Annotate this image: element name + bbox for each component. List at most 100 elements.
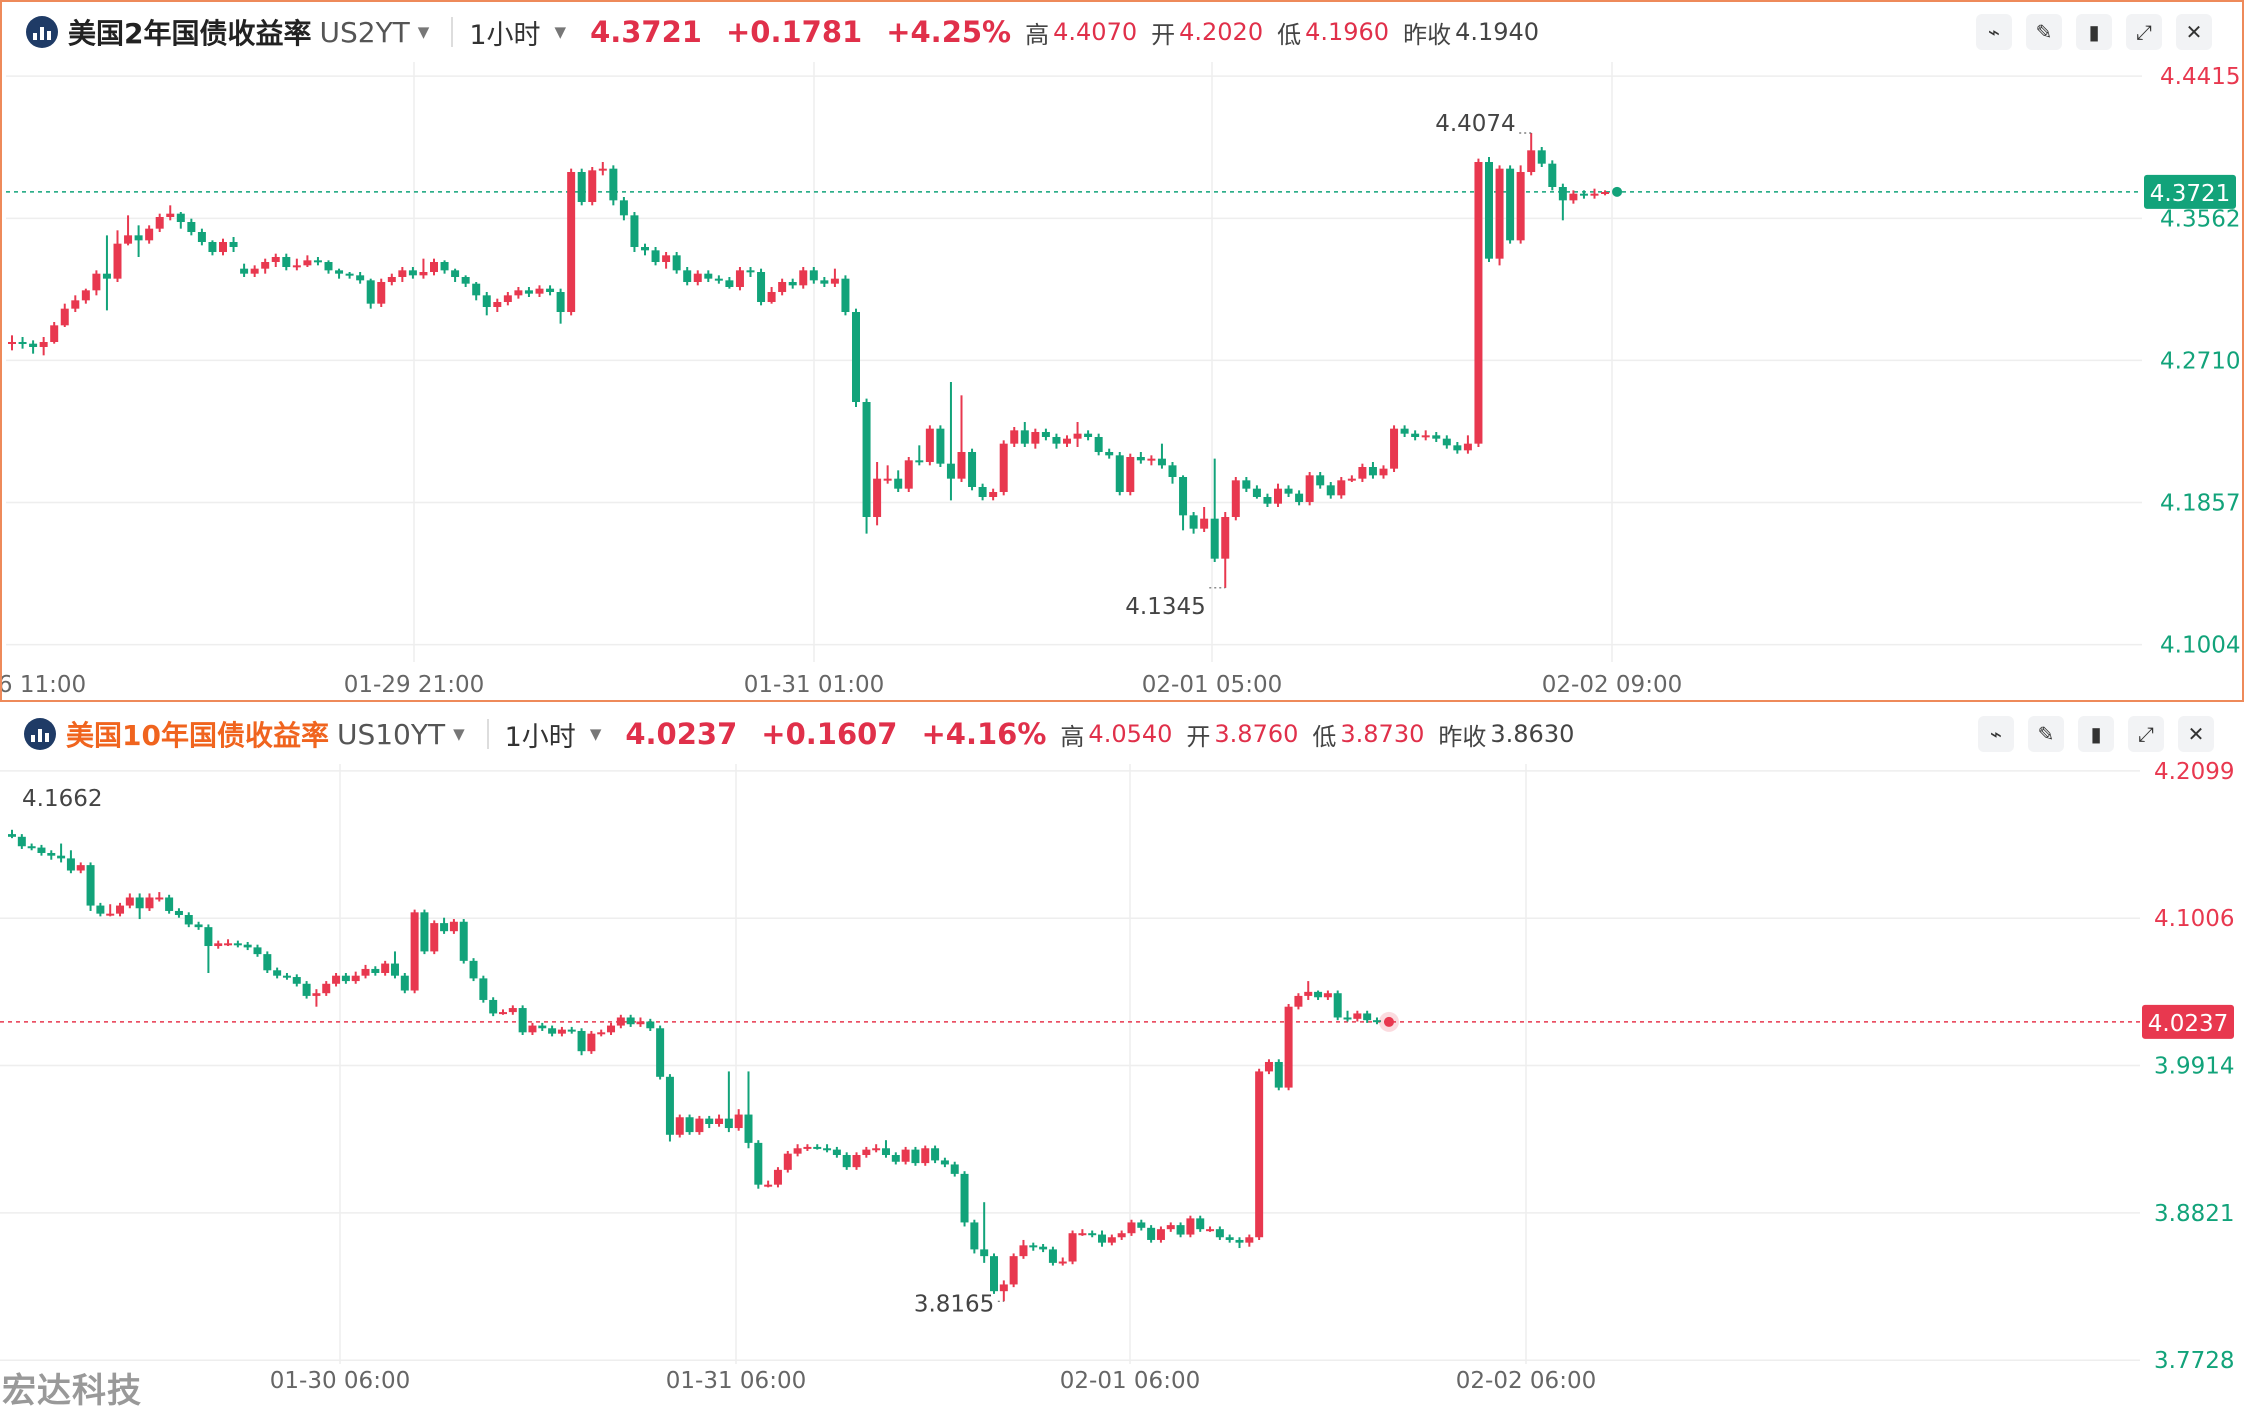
candle-body: [636, 1021, 645, 1025]
candle-body: [1474, 162, 1483, 444]
candle-body: [757, 272, 766, 302]
candle-body: [1463, 443, 1472, 451]
candle-body: [1252, 488, 1261, 497]
close-icon[interactable]: ✕: [2176, 14, 2212, 50]
candle-body: [744, 1114, 753, 1143]
candle-body: [1221, 517, 1230, 559]
candle-body: [92, 273, 101, 291]
expand-icon[interactable]: ⤢: [2126, 14, 2162, 50]
divider: [451, 17, 454, 47]
candle-body: [116, 905, 125, 914]
candle-body: [714, 278, 723, 281]
low-label: 低: [1277, 20, 1302, 49]
x-tick-label: 01-31 06:00: [666, 1368, 806, 1394]
candle-body: [1372, 1020, 1381, 1023]
candle-body: [493, 302, 502, 307]
candle-body: [377, 282, 386, 304]
indicator-icon[interactable]: ⌁: [1976, 14, 2012, 50]
candle-body: [261, 262, 270, 269]
candle-body: [155, 217, 164, 229]
candle-body: [1117, 1233, 1126, 1238]
candle-body: [292, 265, 301, 268]
candle-body: [508, 1008, 517, 1013]
candle-body: [567, 1029, 576, 1032]
candle-body: [1242, 480, 1251, 489]
candle-body: [351, 975, 360, 982]
expand-icon[interactable]: ⤢: [2128, 716, 2164, 752]
candle-body: [1284, 488, 1293, 494]
chevron-down-icon[interactable]: ▼: [417, 23, 430, 41]
candle-body: [302, 983, 311, 996]
candle-body: [989, 492, 998, 497]
y-tick-label: 4.2099: [2154, 759, 2234, 785]
candle-body: [86, 865, 95, 906]
candle-body: [626, 1017, 635, 1025]
bar-chart-icon: [24, 718, 56, 750]
candle-body: [852, 312, 860, 402]
candle-body: [1363, 1013, 1372, 1021]
candle-body: [1063, 438, 1071, 444]
candle-type-icon[interactable]: ▮: [2076, 14, 2112, 50]
candle-body: [528, 1025, 537, 1033]
candle-body: [630, 215, 639, 247]
candle-body: [705, 1118, 714, 1124]
candle-body: [303, 260, 312, 266]
interval-select[interactable]: 1小时: [504, 721, 576, 753]
candle-type-icon[interactable]: ▮: [2078, 716, 2114, 752]
candle-body: [999, 443, 1008, 492]
candle-body: [282, 975, 291, 978]
candle-body: [71, 300, 80, 309]
chevron-down-icon[interactable]: ▼: [554, 23, 567, 41]
candle-body: [1010, 430, 1019, 444]
candle-body: [1368, 467, 1377, 476]
candle-body: [1137, 1222, 1146, 1228]
candle-body: [587, 1033, 596, 1052]
candle-body: [767, 292, 776, 302]
draw-icon[interactable]: ✎: [2026, 14, 2062, 50]
candle-body: [809, 270, 818, 281]
candle-body: [1200, 518, 1209, 529]
chevron-down-icon[interactable]: ▼: [453, 725, 465, 743]
candle-body: [1411, 433, 1420, 437]
candle-body: [1186, 1218, 1195, 1235]
candlestick-chart-us2yt[interactable]: 4.4415 4.3562 4.2710 4.1857 4.1004 6 11:00 01-…: [2, 2, 2242, 700]
chart-toolbar: ⌁ ✎ ▮ ⤢ ✕: [1978, 716, 2214, 752]
open-value: 4.2020: [1179, 18, 1264, 46]
candle-body: [1215, 1229, 1224, 1238]
candle-body: [656, 1028, 665, 1077]
candle-body: [990, 1256, 998, 1292]
candle-body: [60, 308, 69, 326]
close-icon[interactable]: ✕: [2178, 716, 2214, 752]
candle-body: [735, 270, 744, 287]
candle-body: [208, 242, 217, 252]
candle-body: [1041, 432, 1050, 437]
candle-body: [641, 247, 649, 251]
open-value: 3.8760: [1214, 720, 1299, 748]
candle-body: [546, 288, 555, 292]
candle-body: [1166, 1225, 1175, 1230]
candle-body: [1506, 168, 1515, 241]
extreme-annotation: 4.4074: [1435, 111, 1515, 137]
candle-body: [479, 978, 488, 1000]
candle-body: [715, 1118, 724, 1124]
candle-body: [832, 1149, 841, 1156]
candle-body: [535, 288, 544, 294]
indicator-icon[interactable]: ⌁: [1978, 716, 2014, 752]
candle-body: [940, 1160, 949, 1165]
candle-body: [788, 282, 797, 286]
candle-body: [524, 290, 533, 294]
prev-close-value: 3.8630: [1490, 720, 1575, 748]
candle-body: [1353, 1013, 1362, 1019]
candles: [8, 133, 1610, 588]
candles: [8, 829, 1381, 1302]
symbol-select[interactable]: US2YT: [319, 15, 410, 49]
symbol-select[interactable]: US10YT: [336, 717, 446, 751]
draw-icon[interactable]: ✎: [2028, 716, 2064, 752]
last-price: 4.3721: [590, 15, 702, 49]
candle-body: [662, 255, 671, 262]
candle-body: [538, 1025, 547, 1029]
candle-body: [1314, 991, 1323, 998]
chevron-down-icon[interactable]: ▼: [589, 725, 602, 743]
candlestick-chart-us10yt[interactable]: 4.2099 4.1006 3.9914 3.8821 3.7728 01-30 06:0…: [0, 704, 2244, 1404]
interval-select[interactable]: 1小时: [469, 19, 541, 51]
